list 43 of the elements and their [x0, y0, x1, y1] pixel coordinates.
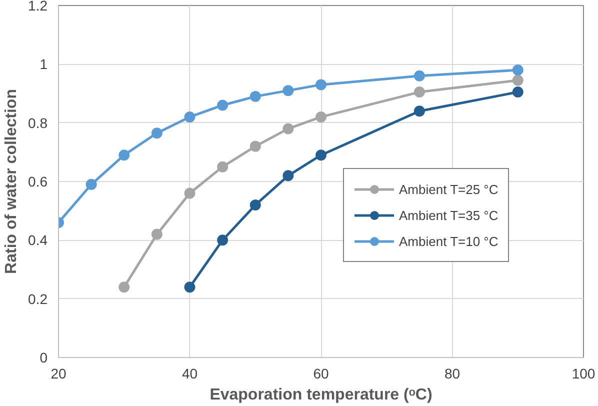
point	[282, 123, 294, 134]
point	[86, 178, 97, 190]
point	[250, 90, 261, 102]
y-tick-label: 0	[40, 350, 48, 366]
point	[414, 106, 425, 117]
point	[512, 86, 524, 98]
y-tick-label: 0.4	[28, 232, 48, 248]
point	[414, 86, 425, 98]
y-tick-label: 0.6	[28, 174, 48, 190]
y-tick-label: 0.8	[28, 114, 48, 131]
y-tick-label: 0.2	[28, 290, 48, 307]
point	[316, 150, 326, 161]
legend-label: Ambient T=25 °C	[399, 182, 498, 196]
point	[184, 282, 196, 293]
legend-label: Ambient T=10 °C	[399, 234, 498, 248]
point	[512, 64, 524, 76]
point	[414, 70, 425, 82]
point	[184, 111, 196, 122]
point	[316, 111, 326, 122]
point	[282, 170, 294, 182]
point	[151, 128, 162, 139]
legend-label: Ambient T=35 °C	[399, 208, 498, 222]
point	[217, 161, 228, 172]
x-axis-title: Evaporation temperature (ᵒC)	[210, 386, 432, 404]
point	[316, 79, 326, 90]
x-tick-label: 80	[444, 366, 460, 382]
point	[184, 188, 196, 199]
x-tick-label: 20	[50, 366, 66, 382]
point	[118, 282, 130, 293]
point	[217, 234, 228, 246]
x-tick-label: 40	[182, 366, 198, 382]
x-tick-label: 60	[313, 366, 329, 382]
y-tick-label: 1	[40, 56, 48, 72]
y-tick-label: 1.2	[28, 0, 48, 14]
point	[512, 74, 524, 86]
x-tick-label: 100	[572, 366, 596, 382]
point	[250, 140, 261, 152]
point	[217, 100, 228, 111]
point	[282, 85, 294, 96]
point	[151, 228, 162, 240]
y-axis-title: Ratio of water collection	[3, 89, 20, 274]
point	[118, 150, 130, 161]
point	[250, 199, 261, 210]
